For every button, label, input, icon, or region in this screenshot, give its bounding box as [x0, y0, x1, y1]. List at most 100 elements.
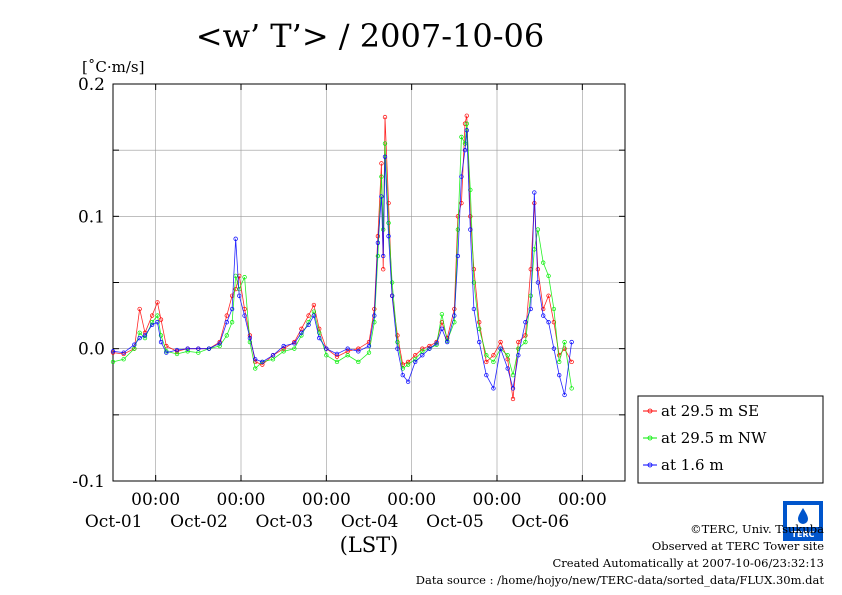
- data-point: [334, 359, 340, 365]
- data-point: [224, 320, 229, 325]
- data-point: [455, 227, 461, 232]
- data-point: [229, 320, 235, 325]
- data-point: [253, 366, 258, 371]
- data-point: [121, 357, 126, 362]
- data-point: [158, 333, 164, 338]
- data-point: [242, 313, 247, 318]
- data-point: [324, 353, 329, 358]
- data-point: [382, 141, 388, 146]
- data-point: [196, 346, 201, 351]
- data-point: [491, 353, 496, 358]
- data-point: [468, 227, 473, 232]
- x-tick-labels: 00:00Oct-0100:00Oct-0200:00Oct-0300:00Oc…: [85, 490, 607, 532]
- data-point: [510, 396, 516, 402]
- data-point: [311, 313, 317, 318]
- data-point: [110, 359, 116, 365]
- data-point: [137, 335, 142, 341]
- data-point: [569, 386, 574, 391]
- logo-text: TERC: [792, 530, 815, 539]
- data-point: [528, 306, 533, 312]
- data-point: [510, 386, 516, 391]
- data-point: [217, 341, 222, 346]
- data-point: [471, 280, 477, 285]
- data-point: [477, 339, 482, 345]
- data-point: [535, 267, 541, 272]
- data-point: [174, 349, 180, 354]
- data-point: [345, 349, 350, 354]
- data-point: [532, 190, 537, 195]
- x-tick-time-label: 00:00: [217, 490, 266, 510]
- legend-swatch-marker: [647, 408, 653, 414]
- data-point: [420, 353, 425, 358]
- data-point: [395, 346, 400, 351]
- data-point: [562, 339, 567, 345]
- data-point: [546, 320, 551, 325]
- data-point: [557, 372, 562, 378]
- data-point: [523, 333, 528, 338]
- data-point: [206, 346, 212, 351]
- credit-site: Observed at TERC Tower site: [651, 539, 824, 553]
- credit-created: Created Automatically at 2007-10-06/23:3…: [552, 556, 825, 570]
- data-point: [372, 313, 377, 318]
- data-point: [155, 300, 160, 305]
- data-point: [253, 357, 258, 362]
- data-point: [174, 347, 180, 353]
- data-point: [260, 359, 265, 365]
- data-point: [375, 253, 381, 259]
- data-point: [281, 343, 286, 349]
- data-point: [299, 330, 304, 335]
- legend-swatch-marker: [647, 435, 653, 441]
- data-point: [317, 330, 322, 335]
- data-point: [484, 359, 489, 365]
- data-point: [142, 335, 148, 341]
- data-point: [420, 349, 425, 354]
- data-point: [546, 273, 551, 279]
- data-point: [498, 339, 503, 345]
- data-point: [137, 306, 142, 312]
- legend-box: [637, 395, 824, 484]
- data-point: [395, 339, 400, 345]
- data-point: [196, 350, 201, 355]
- data-point: [381, 253, 386, 259]
- data-point: [569, 359, 574, 365]
- data-point: [229, 306, 235, 312]
- data-point: [247, 335, 253, 341]
- data-point: [477, 320, 482, 325]
- data-point: [535, 280, 541, 285]
- data-point: [498, 346, 503, 351]
- data-point: [516, 353, 521, 358]
- data-point: [281, 346, 286, 351]
- data-point: [484, 372, 489, 378]
- data-point: [382, 114, 388, 120]
- data-point: [389, 293, 395, 298]
- data-point: [551, 306, 557, 312]
- logo-drop-icon: [798, 508, 808, 524]
- data-point: [224, 333, 229, 338]
- x-tick-date-label: Oct-02: [170, 512, 228, 532]
- data-point: [439, 312, 445, 317]
- data-point: [452, 313, 457, 318]
- series-line: [112, 115, 573, 400]
- y-tick-label: 0.2: [78, 75, 105, 95]
- data-point: [464, 113, 469, 118]
- data-point: [516, 339, 521, 345]
- data-point: [155, 320, 160, 325]
- grid-lines: [113, 83, 625, 482]
- data-point: [174, 351, 180, 357]
- y-tick-labels: 0.2 0.1 0.0 -0.1: [72, 75, 105, 492]
- data-point: [400, 372, 405, 378]
- data-point: [132, 346, 137, 351]
- x-tick-date-label: Oct-04: [341, 512, 399, 532]
- data-point: [185, 346, 190, 351]
- data-point: [110, 349, 116, 354]
- data-point: [382, 154, 388, 159]
- y-tick-label: -0.1: [72, 472, 105, 492]
- data-point: [253, 359, 258, 365]
- data-point: [345, 353, 350, 358]
- data-point: [132, 342, 137, 347]
- x-axis-label: (LST): [340, 533, 399, 557]
- data-point: [505, 366, 510, 371]
- data-point: [356, 346, 361, 351]
- y-axis-label: [˚C·m/s]: [82, 58, 144, 76]
